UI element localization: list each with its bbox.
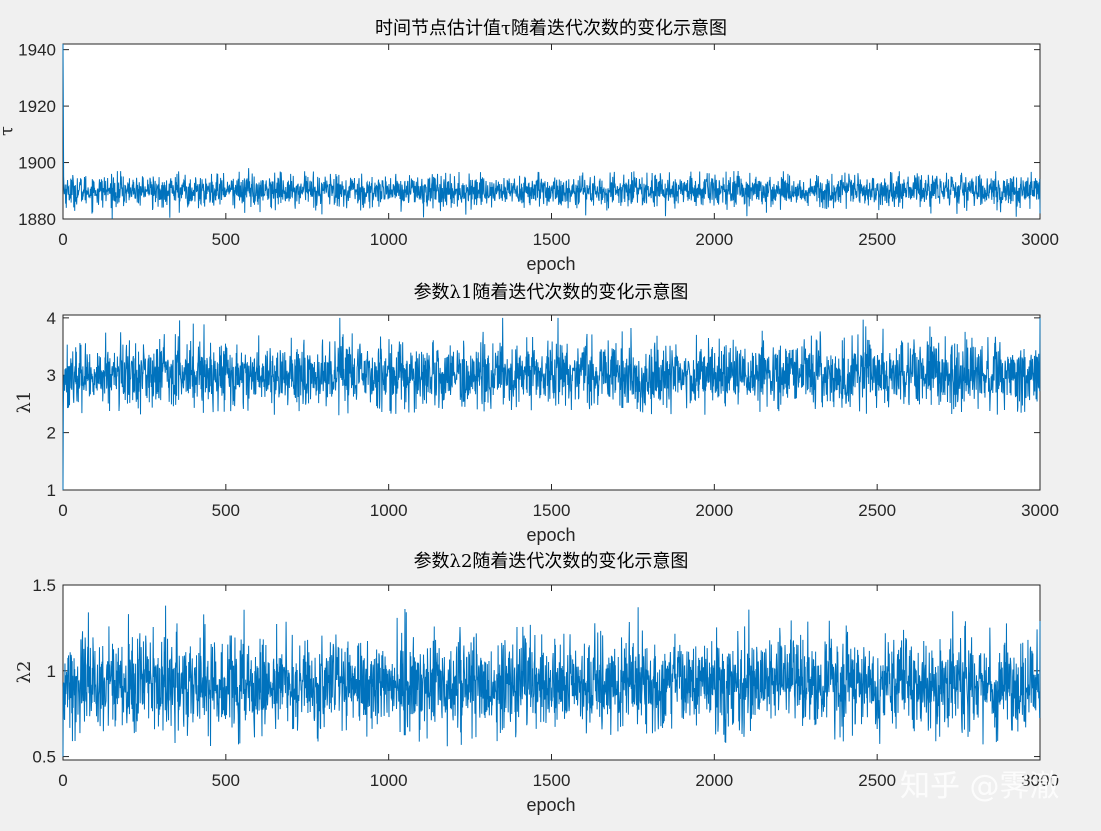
y-tick-label: 1 [47,481,56,500]
tick-group: 0 500 1000 1500 2000 2500 3000 1880 1900 1920 1940 [18,41,1059,249]
y-tick-label: 0.5 [32,748,56,767]
subplot-title: 时间节点估计值τ随着迭代次数的变化示意图 [375,18,727,39]
x-tick-label: 0 [58,771,67,790]
x-tick-label: 2500 [858,230,896,249]
x-tick-label: 2000 [695,230,733,249]
y-tick-label: 2 [47,424,56,443]
x-tick-label: 0 [58,501,67,520]
x-tick-label: 1500 [533,230,571,249]
x-tick-label: 1000 [370,771,408,790]
series-line [62,43,1041,219]
x-tick-label: 500 [212,230,240,249]
subplot-lambda2: 参数λ2随着迭代次数的变化示意图 0 500 1000 1500 2000 2500 300… [14,551,1059,815]
y-tick-label: 1940 [18,41,56,60]
series-line [62,317,1041,491]
x-tick-label: 2000 [695,501,733,520]
x-tick-label: 1000 [370,230,408,249]
y-axis-label: τ [0,126,17,136]
subplot-title: 参数λ2随着迭代次数的变化示意图 [414,551,689,572]
y-tick-label: 1900 [18,154,56,173]
y-axis-label: λ1 [14,391,35,414]
x-tick-label: 3000 [1021,230,1059,249]
subplot-lambda1: 参数λ1随着迭代次数的变化示意图 0 500 1000 1500 2000 2500 300… [14,282,1059,545]
x-tick-label: 500 [212,771,240,790]
tick-group: 0 500 1000 1500 2000 2500 3000 0.5 1 1.5 [32,576,1059,790]
y-tick-label: 3 [47,366,56,385]
x-tick-label: 1500 [533,501,571,520]
y-tick-label: 1 [47,662,56,681]
y-tick-label: 1880 [18,210,56,229]
x-axis-label: epoch [526,795,575,815]
x-tick-label: 2500 [858,771,896,790]
axes-box [62,314,1041,491]
x-tick-label: 2000 [695,771,733,790]
subplot-tau: 时间节点估计值τ随着迭代次数的变化示意图 0 500 1000 1500 2000 250… [0,18,1059,274]
y-tick-label: 1.5 [32,576,56,595]
y-tick-label: 4 [47,309,56,328]
x-tick-label: 3000 [1021,771,1059,790]
tick-group: 0 500 1000 1500 2000 2500 3000 1 2 3 4 [47,309,1059,520]
x-tick-label: 1500 [533,771,571,790]
subplot-title: 参数λ1随着迭代次数的变化示意图 [414,282,689,303]
y-axis-label: λ2 [14,661,35,684]
x-tick-label: 0 [58,230,67,249]
y-tick-label: 1920 [18,97,56,116]
watermark: 知乎 @霁澈 [900,769,1060,804]
x-tick-label: 3000 [1021,501,1059,520]
x-tick-label: 500 [212,501,240,520]
x-tick-label: 2500 [858,501,896,520]
axes-box [62,584,1041,761]
x-axis-label: epoch [526,254,575,274]
x-axis-label: epoch [526,525,575,545]
series-line [62,605,1041,757]
x-tick-label: 1000 [370,501,408,520]
